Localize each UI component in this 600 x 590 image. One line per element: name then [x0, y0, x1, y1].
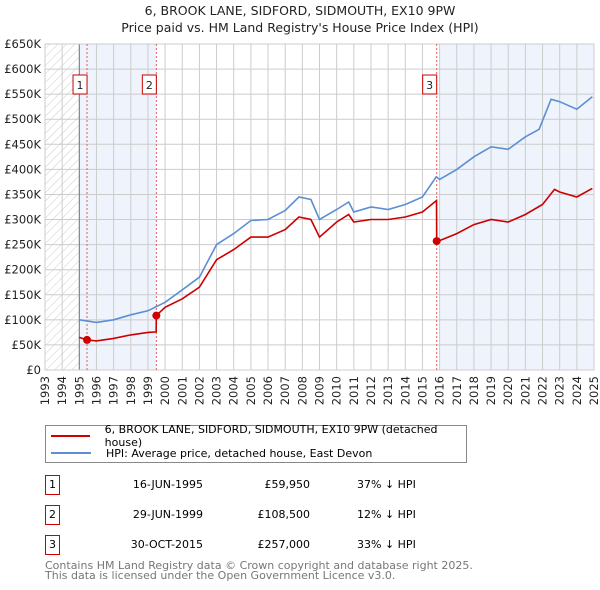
x-tick-label: 2024 — [570, 376, 584, 405]
chart-title: 6, BROOK LANE, SIDFORD, SIDMOUTH, EX10 9… — [144, 3, 456, 18]
transaction-date: 16-JUN-1995 — [132, 478, 203, 491]
transaction-number: 2 — [45, 505, 60, 525]
transaction-row: 3 30-OCT-2015 £257,000 33% ↓ HPI — [45, 535, 445, 555]
transaction-hpi: 37% ↓ HPI — [357, 478, 416, 491]
y-tick-label: £400K — [4, 162, 41, 176]
legend-label: 6, BROOK LANE, SIDFORD, SIDMOUTH, EX10 9… — [104, 423, 438, 449]
x-tick-label: 2002 — [192, 376, 206, 405]
transaction-date: 30-OCT-2015 — [130, 538, 203, 551]
transaction-number: 3 — [45, 535, 60, 555]
y-tick-label: £50K — [12, 338, 42, 352]
shaded-region — [439, 44, 594, 370]
x-tick-label: 2007 — [278, 376, 292, 405]
sale-label-box — [141, 74, 157, 95]
y-tick-label: £600K — [4, 62, 41, 76]
x-tick-label: 2023 — [553, 376, 567, 405]
x-tick-label: 2006 — [261, 376, 275, 405]
x-tick-label: 2005 — [244, 376, 258, 405]
chart: £0 £50K £100K £150K £200K £250K £300K £350K £400… — [4, 37, 600, 405]
transaction-price: £257,000 — [257, 538, 311, 551]
x-tick-label: 2021 — [518, 376, 532, 405]
y-tick-label: £650K — [4, 37, 41, 51]
sale-point — [432, 237, 441, 246]
x-tick-label: 2020 — [501, 376, 515, 405]
x-tick-label: 2010 — [330, 376, 344, 405]
x-tick-label: 2016 — [433, 376, 447, 405]
chart-subtitle: Price paid vs. HM Land Registry's House … — [121, 20, 479, 35]
x-tick-label: 2014 — [398, 376, 412, 405]
y-tick-label: £200K — [4, 263, 41, 277]
shaded-region — [79, 44, 157, 370]
legend-item-hpi: HPI: Average price, detached house, East… — [46, 445, 372, 461]
y-tick-label: £250K — [4, 238, 41, 252]
footer-copyright: Contains HM Land Registry data © Crown c… — [45, 559, 473, 572]
x-tick-label: 2003 — [210, 376, 224, 405]
transaction-row: 2 29-JUN-1999 £108,500 12% ↓ HPI — [45, 505, 445, 525]
transaction-hpi: 33% ↓ HPI — [357, 538, 416, 551]
x-tick-label: 1996 — [89, 376, 103, 405]
y-tick-label: £150K — [4, 288, 41, 302]
sale-label: 1 — [77, 79, 84, 92]
legend-label: HPI: Average price, detached house, East… — [106, 446, 373, 460]
x-tick-label: 2015 — [415, 376, 429, 405]
x-tick-label: 2012 — [364, 376, 378, 405]
x-tick-label: 2004 — [227, 376, 241, 405]
x-tick-label: 2013 — [381, 376, 395, 405]
x-tick-label: 1999 — [141, 376, 155, 405]
x-tick-label: 2000 — [158, 376, 172, 405]
transaction-price: £108,500 — [257, 508, 311, 521]
transaction-hpi: 12% ↓ HPI — [357, 508, 416, 521]
transaction-price: £59,950 — [264, 478, 311, 491]
transaction-date: 29-JUN-1999 — [132, 508, 203, 521]
sale-label: 3 — [426, 79, 433, 92]
x-tick-label: 2009 — [313, 376, 327, 405]
x-tick-label: 2017 — [450, 376, 464, 405]
sale-label-box — [72, 74, 88, 95]
transaction-row: 1 16-JUN-1995 £59,950 37% ↓ HPI — [45, 475, 445, 495]
sale-point — [152, 311, 161, 320]
legend-swatch-red — [51, 435, 90, 437]
sale-point — [83, 335, 92, 344]
legend-swatch-blue — [51, 452, 91, 454]
x-tick-label: 2008 — [295, 376, 309, 405]
x-tick-label: 2001 — [175, 376, 189, 405]
y-tick-label: £350K — [4, 187, 41, 201]
property-price-line — [79, 187, 593, 342]
y-tick-label: £450K — [4, 137, 41, 151]
x-tick-label: 1995 — [72, 376, 86, 405]
y-tick-label: £100K — [4, 313, 41, 327]
hpi-line — [79, 96, 593, 324]
x-tick-label: 2025 — [587, 376, 600, 405]
y-tick-label: £300K — [4, 213, 41, 227]
x-tick-label: 1998 — [124, 376, 138, 405]
y-tick-label: £550K — [4, 87, 41, 101]
x-tick-label: 2022 — [536, 376, 550, 405]
x-tick-label: 1997 — [107, 376, 121, 405]
sale-label-box — [422, 74, 438, 95]
y-tick-label: £500K — [4, 112, 41, 126]
footer-licence: This data is licensed under the Open Gov… — [45, 569, 396, 582]
x-tick-label: 1994 — [55, 376, 69, 405]
legend-item-property: 6, BROOK LANE, SIDFORD, SIDMOUTH, EX10 9… — [46, 423, 466, 449]
legend: 6, BROOK LANE, SIDFORD, SIDMOUTH, EX10 9… — [45, 423, 467, 463]
transaction-number: 1 — [45, 475, 60, 495]
y-tick-label: £0 — [26, 363, 41, 377]
sale-label: 2 — [146, 79, 153, 92]
x-tick-label: 2018 — [467, 376, 481, 405]
plot-frame — [44, 43, 595, 371]
x-tick-label: 1993 — [38, 376, 52, 405]
x-tick-label: 2011 — [347, 376, 361, 405]
x-tick-label: 2019 — [484, 376, 498, 405]
